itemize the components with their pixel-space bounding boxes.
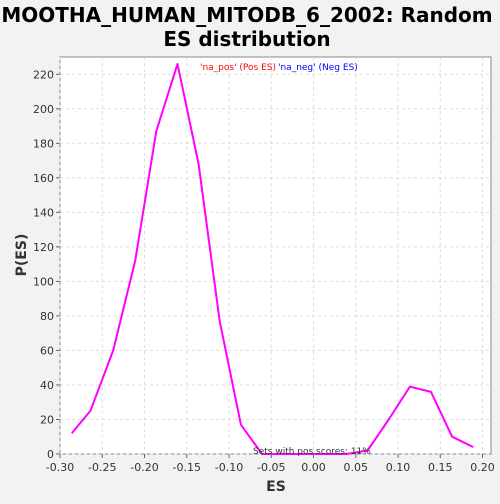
x-tick-label: 0.05 xyxy=(344,461,369,474)
pos-scores-annotation: Sets with pos scores: 11% xyxy=(253,447,371,457)
chart-title-line-1: MOOTHA_HUMAN_MITODB_6_2002: Random xyxy=(1,3,492,27)
y-tick-label: 120 xyxy=(33,241,54,254)
y-axis-label: P(ES) xyxy=(14,234,30,277)
plot-area xyxy=(59,56,492,455)
grid-lines xyxy=(59,57,491,455)
x-tick-label: -0.30 xyxy=(46,461,74,474)
x-tick-label: 0.00 xyxy=(301,461,326,474)
x-tick-label: -0.20 xyxy=(130,461,158,474)
es-distribution-line xyxy=(71,62,474,455)
x-tick-label: -0.10 xyxy=(215,461,243,474)
y-tick-label: 60 xyxy=(40,344,54,357)
x-tick-label: 0.15 xyxy=(428,461,453,474)
y-tick-label: 200 xyxy=(33,103,54,116)
x-tick-label: 0.10 xyxy=(386,461,411,474)
y-tick-label: 100 xyxy=(33,275,54,288)
series-layer xyxy=(71,62,474,455)
y-tick-label: 20 xyxy=(40,413,54,426)
y-tick-label: 140 xyxy=(33,206,54,219)
x-tick-label: -0.15 xyxy=(173,461,201,474)
x-axis-label: ES xyxy=(266,479,286,495)
axis-ticks: -0.30 -0.25 -0.20 -0.15 -0.10 -0.05 0.00 0.05 0.… xyxy=(33,68,495,474)
x-tick-label: 0.20 xyxy=(470,461,495,474)
legend-neg-label: 'na_neg' (Neg ES) xyxy=(278,63,358,73)
x-tick-label: -0.25 xyxy=(88,461,116,474)
y-tick-label: 160 xyxy=(33,172,54,185)
legend-pos-label: 'na_pos' (Pos ES) xyxy=(200,63,276,73)
x-tick-label: -0.05 xyxy=(257,461,285,474)
y-tick-label: 180 xyxy=(33,137,54,150)
y-tick-label: 80 xyxy=(40,310,54,323)
chart-title-line-2: ES distribution xyxy=(163,27,330,51)
y-tick-label: 40 xyxy=(40,379,54,392)
y-tick-label: 220 xyxy=(33,68,54,81)
y-tick-label: 0 xyxy=(47,448,54,461)
